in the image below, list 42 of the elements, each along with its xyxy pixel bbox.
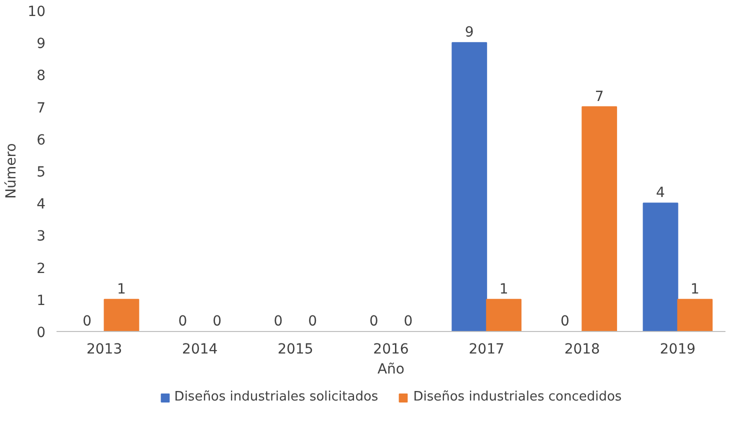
y-axis-title: Número [4,143,20,199]
data-label: 4 [656,185,666,202]
x-axis-title: Año [377,362,405,378]
y-tick-label: 9 [36,36,46,52]
x-tick-label: 2014 [182,342,218,358]
y-tick-label: 1 [36,292,46,309]
data-label: 1 [117,281,126,298]
y-tick-label: 0 [36,325,46,341]
data-label: 0 [369,314,378,330]
x-tick-label: 2017 [468,342,504,358]
data-label: 1 [690,281,700,298]
y-tick-label: 2 [36,260,46,277]
x-tick-label: 2018 [564,342,600,358]
data-label: 9 [464,24,474,41]
bar [452,42,488,332]
bar [486,298,522,332]
data-label: 0 [560,314,570,330]
data-label: 0 [82,314,92,330]
bar [642,202,678,332]
x-tick-label: 2015 [278,342,314,358]
y-tick-label: 4 [36,196,46,213]
y-tick-label: 5 [36,164,46,180]
legend-label: Diseños industriales concedidos [413,390,622,404]
legend-label: Diseños industriales solicitados [174,390,378,404]
bar [104,298,140,332]
bar [677,298,713,332]
data-label: 7 [594,88,604,105]
data-label: 1 [499,281,508,298]
data-label: 0 [308,314,318,330]
data-label: 0 [212,314,222,330]
y-tick-label: 6 [36,132,46,148]
data-label: 0 [178,314,188,330]
y-tick-label: 7 [36,100,46,116]
y-tick-label: 8 [36,68,46,84]
x-tick-label: 2013 [86,342,122,358]
y-tick-label: 10 [28,4,46,20]
data-label: 0 [404,314,413,330]
data-label: 0 [274,314,283,330]
bar [582,106,618,332]
x-tick-label: 2019 [660,342,696,358]
x-tick-label: 2016 [373,342,409,358]
y-tick-label: 3 [36,228,46,245]
